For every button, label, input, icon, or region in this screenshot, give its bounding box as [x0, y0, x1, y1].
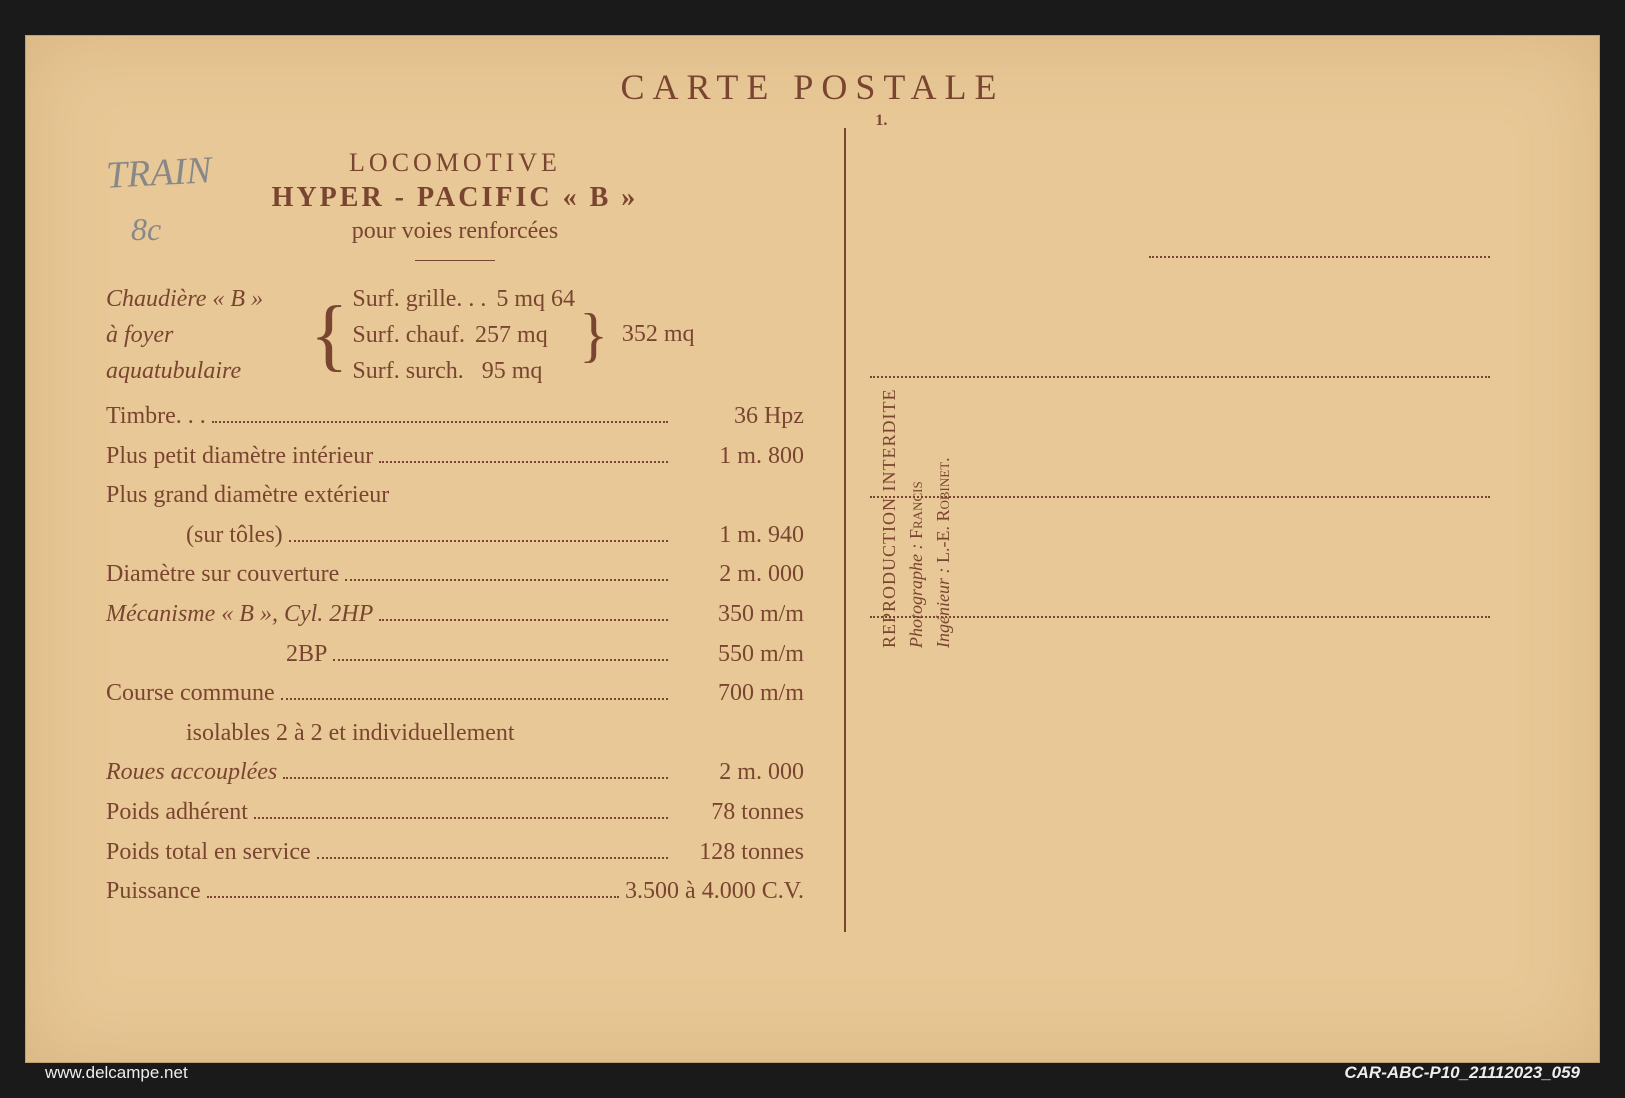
spec-value: 78 tonnes	[674, 793, 804, 833]
boiler-label-1: Chaudière « B »	[106, 281, 306, 317]
handwritten-train: TRAIN	[105, 148, 213, 197]
spec-label: Poids adhérent	[106, 793, 248, 833]
boiler-surfaces: Surf. grille. . . 5 mq 64 Surf. chauf. 2…	[352, 281, 575, 389]
spec-dots	[212, 421, 668, 423]
footer: www.delcampe.net CAR-ABC-P10_21112023_05…	[0, 1063, 1625, 1083]
spec-dots	[281, 698, 668, 700]
right-brace-icon: }	[579, 311, 608, 359]
spec-row: Diamètre sur couverture 2 m. 000	[106, 555, 804, 595]
spec-label: Plus grand diamètre extérieur	[106, 476, 389, 516]
spec-dots	[283, 777, 668, 779]
address-line-2	[870, 338, 1490, 378]
spec-row: (sur tôles) 1 m. 940	[106, 516, 804, 556]
spec-value: 2 m. 000	[674, 555, 804, 595]
spec-row: 2BP 550 m/m	[106, 635, 804, 675]
spec-value: 2 m. 000	[674, 753, 804, 793]
header-title: CARTE POSTALE	[26, 36, 1599, 108]
spec-label: isolables 2 à 2 et individuellement	[186, 714, 515, 754]
spec-value: 550 m/m	[674, 635, 804, 675]
spec-value: 36 Hpz	[674, 397, 804, 437]
boiler-label: Chaudière « B » à foyer aquatubulaire	[106, 281, 306, 389]
spec-row: Timbre. . . 36 Hpz	[106, 397, 804, 437]
footer-right: CAR-ABC-P10_21112023_059	[1344, 1063, 1580, 1083]
spec-value: 1 m. 800	[674, 437, 804, 477]
spec-dots	[289, 540, 668, 542]
address-line-3	[870, 458, 1490, 498]
specifications: Chaudière « B » à foyer aquatubulaire { …	[106, 281, 804, 912]
spec-value: 350 m/m	[674, 595, 804, 635]
surf-chauf-label: Surf. chauf.	[352, 317, 465, 353]
boiler-group: Chaudière « B » à foyer aquatubulaire { …	[106, 281, 804, 389]
title-subtitle: pour voies renforcées	[106, 218, 804, 245]
spec-row: Plus grand diamètre extérieur	[106, 476, 804, 516]
left-panel: LOCOMOTIVE HYPER - PACIFIC « B » pour vo…	[26, 108, 844, 1054]
spec-row: Plus petit diamètre intérieur 1 m. 800	[106, 437, 804, 477]
spec-value: 3.500 à 4.000 C.V.	[625, 872, 804, 912]
surf-surch-label: Surf. surch.	[352, 353, 463, 389]
postcard: CARTE POSTALE 1. TRAIN 8c LOCOMOTIVE HYP…	[25, 35, 1600, 1063]
surf-grille-label: Surf. grille. . .	[352, 281, 486, 317]
boiler-label-3: aquatubulaire	[106, 353, 306, 389]
spec-label: Puissance	[106, 872, 201, 912]
spec-row: Poids adhérent 78 tonnes	[106, 793, 804, 833]
spec-dots	[207, 896, 619, 898]
surf-grille-value: 5 mq 64	[496, 281, 575, 317]
spec-row: Puissance 3.500 à 4.000 C.V.	[106, 872, 804, 912]
spec-label: 2BP	[286, 635, 327, 675]
boiler-total: 352 mq	[622, 315, 695, 355]
address-line-1	[1149, 218, 1490, 258]
spec-label: Timbre. . .	[106, 397, 206, 437]
spec-value: 700 m/m	[674, 674, 804, 714]
spec-row: Poids total en service 128 tonnes	[106, 833, 804, 873]
spec-value: 1 m. 940	[674, 516, 804, 556]
content-wrapper: LOCOMOTIVE HYPER - PACIFIC « B » pour vo…	[26, 108, 1599, 1054]
address-line-4	[870, 578, 1490, 618]
spec-row: Mécanisme « B », Cyl. 2HP 350 m/m	[106, 595, 804, 635]
spec-dots	[379, 461, 668, 463]
spec-dots	[345, 579, 668, 581]
spec-row: Course commune 700 m/m	[106, 674, 804, 714]
left-brace-icon: {	[310, 303, 348, 367]
spec-dots	[379, 619, 668, 621]
footer-left: www.delcampe.net	[45, 1063, 188, 1083]
spec-dots	[254, 817, 668, 819]
surf-surch-value: 95 mq	[482, 353, 543, 389]
spec-label: Plus petit diamètre intérieur	[106, 437, 373, 477]
spec-label: Diamètre sur couverture	[106, 555, 339, 595]
spec-row: isolables 2 à 2 et individuellement	[106, 714, 804, 754]
boiler-label-2: à foyer	[106, 317, 306, 353]
spec-dots	[333, 659, 668, 661]
surf-chauf-value: 257 mq	[475, 317, 548, 353]
right-panel: REPRODUCTION INTERDITE Photographe : Fra…	[846, 108, 1570, 1054]
spec-label: Roues accouplées	[106, 753, 277, 793]
address-lines	[870, 218, 1490, 698]
title-divider	[415, 260, 495, 261]
spec-dots	[317, 857, 668, 859]
spec-label: Mécanisme « B », Cyl. 2HP	[106, 595, 373, 635]
spec-value: 128 tonnes	[674, 833, 804, 873]
handwritten-eight: 8c	[131, 211, 161, 248]
spec-row: Roues accouplées 2 m. 000	[106, 753, 804, 793]
spec-label: Course commune	[106, 674, 275, 714]
spec-label: (sur tôles)	[186, 516, 283, 556]
spec-label: Poids total en service	[106, 833, 311, 873]
